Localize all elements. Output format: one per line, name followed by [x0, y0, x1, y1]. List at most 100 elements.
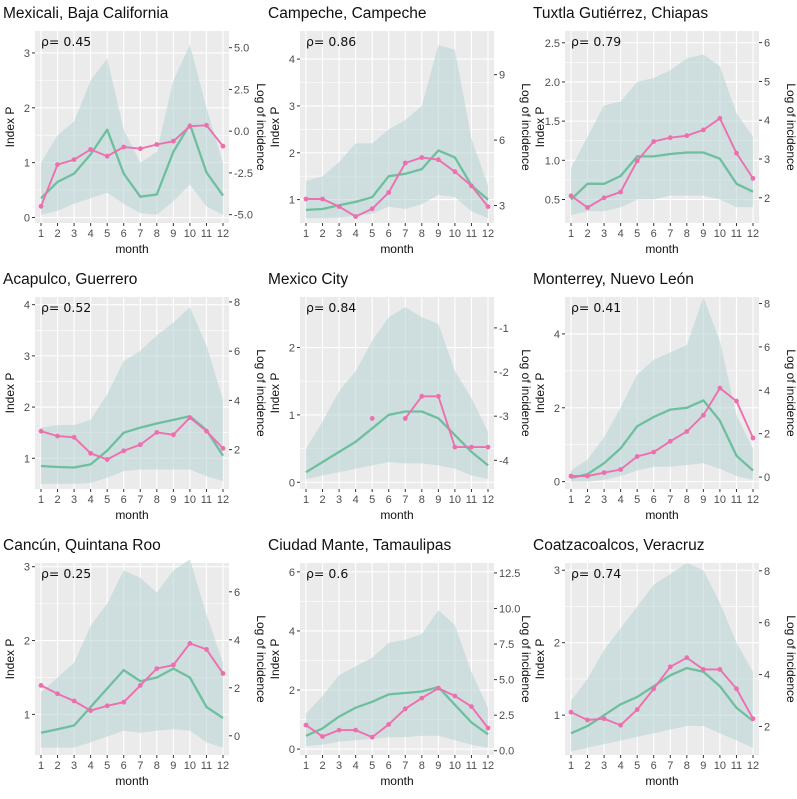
incidence-point — [585, 205, 590, 210]
x-tick-label: 1 — [303, 494, 309, 506]
incidence-line — [404, 395, 488, 449]
x-tick-label: 4 — [88, 494, 94, 506]
y2-tick-label: 3 — [499, 201, 505, 213]
y2-tick-label: 2 — [234, 683, 240, 695]
x-axis-label: month — [380, 774, 413, 788]
incidence-point — [353, 727, 358, 733]
x-tick-label: 8 — [419, 760, 425, 772]
incidence-point — [734, 398, 739, 404]
incidence-point — [187, 123, 193, 129]
rho-symbol: ρ= — [306, 566, 324, 581]
x-tick-label: 12 — [482, 760, 494, 772]
y-tick-label: 2 — [24, 103, 30, 115]
y-tick-label: 0 — [24, 213, 30, 225]
x-tick-label: 8 — [419, 494, 425, 506]
y2-tick-label: 12.5 — [499, 568, 520, 580]
x-tick-label: 3 — [601, 228, 607, 240]
x-tick-label: 11 — [201, 760, 212, 772]
incidence-point — [750, 716, 756, 722]
index-p-line — [305, 410, 489, 474]
x-tick-label: 1 — [568, 228, 574, 240]
x-tick-label: 8 — [684, 228, 690, 240]
y-tick-label: 2 — [24, 636, 30, 648]
y-tick-label: 2 — [554, 403, 560, 415]
x-tick-label: 4 — [88, 760, 94, 772]
x-tick-label: 2 — [584, 228, 590, 240]
incidence-point — [369, 734, 375, 740]
rho-symbol: ρ= — [41, 300, 59, 315]
rho-symbol: ρ= — [41, 34, 59, 49]
incidence-point — [618, 467, 623, 472]
incidence-point — [684, 133, 690, 139]
x-tick-label: 5 — [104, 228, 110, 240]
x-tick-label: 11 — [466, 494, 477, 506]
y-tick-label: 4 — [289, 626, 295, 638]
y2-tick-label: 0 — [764, 472, 770, 484]
incidence-point — [220, 143, 226, 149]
incidence-point — [121, 699, 127, 705]
incidence-point — [137, 683, 143, 688]
incidence-point — [171, 138, 176, 144]
incidence-point — [684, 429, 690, 434]
incidence-point — [436, 685, 441, 691]
x-tick-label: 12 — [482, 228, 494, 240]
rho-annotation: ρ= 0.25 — [41, 566, 91, 581]
incidence-point — [750, 176, 756, 181]
incidence-point — [634, 707, 640, 712]
x-tick-label: 7 — [667, 760, 673, 772]
incidence-point — [717, 115, 723, 121]
incidence-point — [88, 708, 93, 713]
x-tick-label: 10 — [184, 760, 196, 772]
x-tick-label: 8 — [154, 760, 160, 772]
y2-axis-label: Log of incidence — [519, 83, 531, 171]
y-tick-label: 2 — [554, 638, 560, 650]
incidence-point — [601, 470, 607, 476]
y-axis-label: Index P — [533, 639, 547, 680]
y2-axis-label: Log of incidence — [784, 349, 796, 437]
chart-title: Tuxtla Gutiérrez, Chiapas — [533, 5, 708, 22]
rho-annotation: ρ= 0.74 — [571, 566, 621, 581]
incidence-point — [187, 415, 193, 420]
chart-panel: Monterrey, Nuevo León 0 2 4 1 2 3 4 5 6 7 8 9 10 11 12 0… — [531, 267, 796, 533]
x-tick-label: 5 — [104, 760, 110, 772]
y-tick-label: 3 — [24, 351, 30, 363]
x-tick-label: 4 — [618, 760, 624, 772]
y2-tick-label: 9 — [499, 70, 505, 82]
incidence-point — [651, 139, 657, 144]
x-tick-label: 5 — [634, 760, 640, 772]
index-p-ribbon — [41, 307, 223, 484]
y-tick-label: 1 — [24, 709, 30, 721]
incidence-point — [651, 449, 657, 455]
y-tick-label: 1.5 — [545, 116, 560, 128]
rho-symbol: ρ= — [571, 566, 589, 581]
incidence-point — [38, 683, 44, 688]
x-tick-label: 5 — [369, 760, 375, 772]
x-tick-label: 6 — [121, 228, 127, 240]
x-tick-label: 7 — [667, 228, 673, 240]
x-tick-label: 4 — [353, 494, 359, 506]
x-tick-label: 10 — [714, 760, 726, 772]
incidence-point — [353, 214, 358, 219]
incidence-point — [171, 662, 176, 668]
y2-tick-label: 0.0 — [499, 746, 514, 758]
incidence-point — [204, 428, 209, 434]
incidence-point — [369, 416, 375, 421]
chart-panel: Cancún, Quintana Roo 1 2 3 1 2 3 4 5 6 7 8 9 10 11 12 0 2… — [1, 533, 266, 799]
y-tick-label: 1 — [554, 710, 560, 722]
incidence-point — [71, 157, 77, 163]
incidence-point — [419, 695, 425, 701]
incidence-line — [40, 124, 224, 207]
x-tick-label: 12 — [747, 228, 759, 240]
x-tick-label: 3 — [336, 760, 342, 772]
incidence-point — [701, 412, 706, 418]
index-p-ribbon — [571, 54, 753, 216]
index-p-ribbon — [306, 610, 488, 748]
y2-tick-label: 2.5 — [234, 84, 249, 96]
x-tick-label: 1 — [568, 760, 574, 772]
rho-value: 0.84 — [328, 300, 356, 315]
incidence-point — [104, 457, 110, 462]
